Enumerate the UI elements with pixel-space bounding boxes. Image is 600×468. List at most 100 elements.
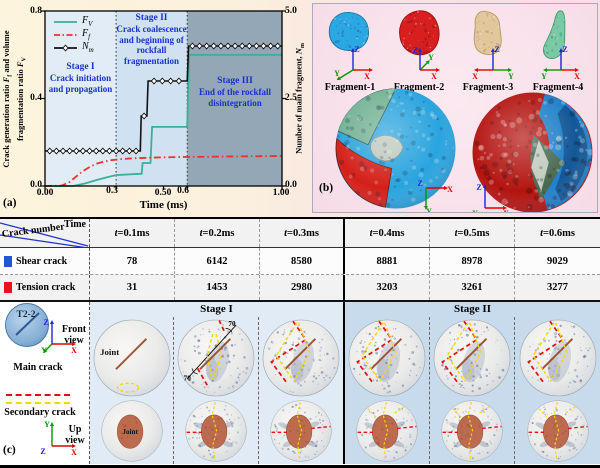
image-column-t06 bbox=[515, 317, 600, 464]
shear-value: 8580 bbox=[260, 248, 345, 274]
fragment-3: Z X Y Fragment-3 bbox=[455, 8, 521, 93]
panel-a-label: (a) bbox=[3, 197, 17, 209]
svg-text:X: X bbox=[472, 72, 478, 81]
svg-text:70: 70 bbox=[184, 374, 192, 382]
legend-entry: FV bbox=[53, 15, 94, 28]
main-crack-line bbox=[6, 394, 70, 396]
svg-text:X: X bbox=[431, 72, 437, 81]
ytick-left: 0.8 bbox=[30, 6, 42, 16]
up-view-label: Up view bbox=[65, 424, 85, 446]
panel-c-label: (c) bbox=[3, 444, 16, 456]
svg-text:Z: Z bbox=[43, 318, 48, 327]
legend-label: Ff bbox=[82, 28, 91, 41]
main-crack-label: Main crack bbox=[13, 362, 63, 373]
fragment-label: Fragment-4 bbox=[532, 82, 584, 93]
svg-text:Y: Y bbox=[426, 207, 432, 213]
front-view-label: Front view bbox=[61, 324, 87, 346]
axes-triad: Z X Y bbox=[472, 183, 509, 213]
svg-text:Y: Y bbox=[508, 72, 514, 81]
svg-text:Z: Z bbox=[417, 179, 422, 188]
svg-text:Y: Y bbox=[44, 420, 50, 429]
tension-value: 3203 bbox=[345, 275, 430, 300]
time-header: t =0.3ms bbox=[260, 219, 345, 247]
time-header: t =0.2ms bbox=[175, 219, 260, 247]
time-header: t =0.5ms bbox=[430, 219, 515, 247]
shear-crack-swatch bbox=[4, 255, 12, 267]
corner-diagonal-lines bbox=[0, 222, 89, 247]
front-view-sphere: 70 70 bbox=[177, 319, 255, 397]
svg-text:Z: Z bbox=[562, 45, 567, 54]
legend-label: Nm bbox=[82, 41, 94, 54]
tension-value: 3277 bbox=[547, 282, 568, 293]
model-t22-sphere: T2-2 bbox=[5, 303, 49, 347]
panel-b-fragments: Z X Y Fragment-1 Z Y X Fragment-2 Z X Y Fragme… bbox=[312, 3, 598, 213]
xtick: 0.00 bbox=[36, 188, 54, 198]
tension-value: 2980 bbox=[260, 275, 345, 300]
shear-value: 78 bbox=[90, 248, 175, 274]
stage-1-bar: Stage I bbox=[200, 303, 233, 315]
fragment-label: Fragment-1 bbox=[324, 82, 376, 93]
stage-1-annotation: Stage I Crack initiation and propagation bbox=[48, 62, 113, 94]
svg-text:X: X bbox=[447, 185, 453, 194]
svg-text:X: X bbox=[71, 448, 77, 457]
fragment-label: Fragment-2 bbox=[393, 82, 445, 93]
up-view-sphere bbox=[185, 400, 247, 462]
axes-triad-up: Y X Z bbox=[40, 420, 77, 457]
stage-2-image-group: Stage II bbox=[345, 302, 600, 464]
tension-value: 31 bbox=[90, 275, 175, 300]
fragment-1: Z X Y Fragment-1 bbox=[317, 8, 383, 93]
legend-line-nm bbox=[54, 44, 77, 51]
tension-value: 1453 bbox=[175, 275, 260, 300]
ytick-right: 5.0 bbox=[285, 6, 297, 16]
fragment-1-image bbox=[328, 12, 369, 51]
legend-entry: Ff bbox=[53, 28, 94, 41]
up-view-sphere bbox=[356, 400, 418, 462]
legend-line-fv bbox=[54, 20, 77, 23]
ytick-right: 0.0 bbox=[285, 180, 297, 190]
fragment-3-image bbox=[473, 10, 502, 55]
up-view-sphere bbox=[526, 400, 589, 462]
xtick: 0.50 bbox=[154, 188, 172, 198]
stage-3-annotation: Stage III End of the rockfall disintegra… bbox=[198, 76, 272, 108]
panel-a-chart: Crack generation ratio Ff and volume fra… bbox=[0, 0, 310, 217]
svg-text:Z: Z bbox=[494, 45, 499, 54]
svg-text:X: X bbox=[574, 72, 580, 81]
image-column-t04 bbox=[345, 317, 430, 464]
shear-crack-label: Shear crack bbox=[0, 248, 90, 274]
fragment-4: Z Y X Fragment-4 bbox=[525, 8, 591, 93]
shear-crack-row: Shear crack 78 6142 8580 8881 8978 9029 bbox=[0, 248, 600, 275]
tension-crack-label: Tension crack bbox=[0, 275, 90, 300]
assembled-sphere-front bbox=[335, 88, 456, 209]
svg-text:Y: Y bbox=[41, 346, 47, 355]
shear-value: 8881 bbox=[345, 248, 430, 274]
up-view-sphere bbox=[270, 400, 332, 462]
tension-crack-swatch bbox=[4, 282, 12, 293]
svg-text:Y: Y bbox=[472, 209, 478, 213]
chart-canvas bbox=[41, 10, 286, 190]
panel-b-label: (b) bbox=[319, 182, 334, 194]
x-axis-title: Time (ms) bbox=[139, 199, 188, 211]
image-column-t02: 70 70 bbox=[174, 317, 259, 464]
ytick-left: 0.0 bbox=[30, 180, 42, 190]
xtick-stage: 0.6 bbox=[177, 186, 189, 196]
panel-c-legend: T2-2 Z X Y Front view Main crack Secondary… bbox=[0, 302, 90, 464]
fragment-4-image bbox=[543, 10, 566, 59]
image-column-t05 bbox=[430, 317, 515, 464]
axes-triad: Z Y X bbox=[412, 46, 440, 81]
svg-text:Joint: Joint bbox=[100, 347, 119, 357]
stage-1-image-group: Stage I Joint Joint 70 70 bbox=[90, 302, 345, 464]
svg-text:X: X bbox=[503, 209, 509, 213]
svg-text:Z: Z bbox=[40, 447, 45, 456]
svg-text:Joint: Joint bbox=[122, 428, 138, 436]
time-header: t =0.6ms bbox=[540, 227, 575, 239]
svg-text:Z: Z bbox=[354, 45, 359, 54]
shear-value: 8978 bbox=[430, 248, 515, 274]
corner-time-label: Time bbox=[63, 219, 86, 230]
svg-text:Y: Y bbox=[428, 53, 434, 62]
ytick-left: 0.4 bbox=[30, 93, 42, 103]
svg-text:Y: Y bbox=[334, 69, 340, 78]
shear-value: 6142 bbox=[175, 248, 260, 274]
svg-text:Z: Z bbox=[412, 46, 417, 55]
svg-text:X: X bbox=[71, 346, 77, 355]
